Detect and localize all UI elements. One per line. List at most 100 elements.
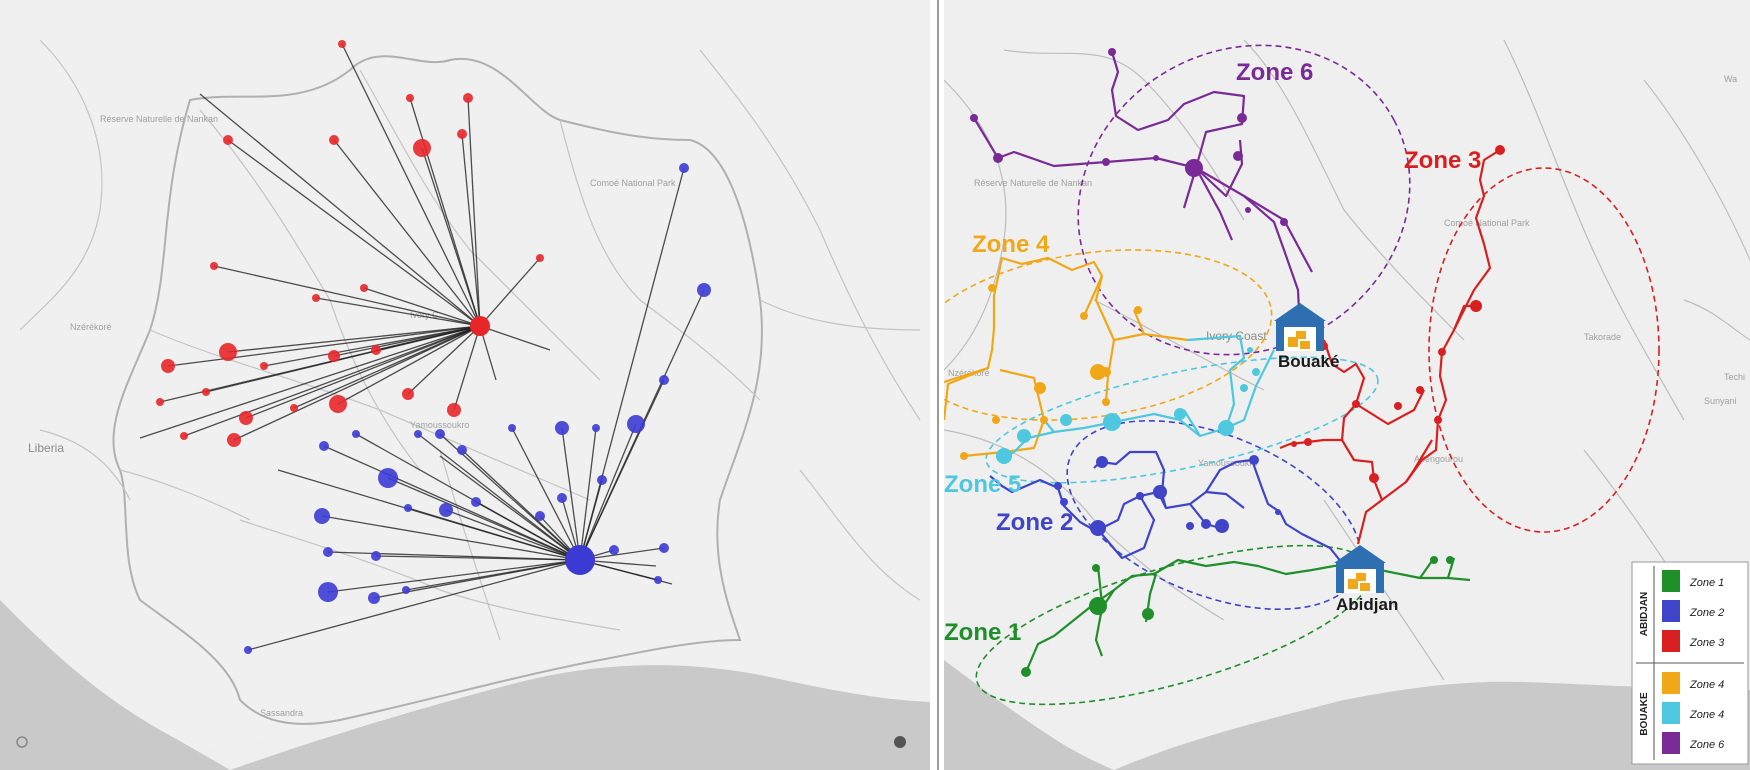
reserve-label: Réserve Naturelle de Nankan (100, 114, 218, 124)
spoke-line (315, 297, 481, 327)
zone4-node (1080, 312, 1088, 320)
zone4-node (992, 416, 1000, 424)
abidjan-demand-point (697, 283, 711, 297)
zone2-route (1205, 490, 1245, 509)
zone1-node (1430, 556, 1438, 564)
bouake-demand-point (260, 362, 268, 370)
bouake-demand-point (406, 94, 414, 102)
zone4-route (944, 256, 1189, 384)
spoke-line (327, 559, 581, 593)
spoke-line (561, 427, 581, 561)
spoke-line (183, 325, 481, 437)
zone2-node (1153, 485, 1167, 499)
bouake-warehouse-icon (1274, 303, 1326, 351)
zone5-node (1103, 413, 1121, 431)
zone-6-label: Zone 6 (1236, 59, 1313, 86)
zone2-node (1249, 455, 1259, 465)
zone6-node (1185, 159, 1203, 177)
zone5-node (1240, 384, 1248, 392)
zone-2-label: Zone 2 (996, 509, 1073, 536)
bouake-demand-point (161, 359, 175, 373)
abidjan-demand-point (597, 475, 607, 485)
abidjan-demand-point (557, 493, 567, 503)
zone5-node (1218, 420, 1234, 436)
spoke-line (579, 427, 597, 561)
zone-5-label: Zone 5 (944, 471, 1021, 498)
bouake-demand-point (239, 411, 253, 425)
spoke-line (333, 139, 481, 327)
abidjan-demand-point (314, 508, 330, 524)
map-control-icon[interactable] (16, 736, 28, 748)
legend-entry-zone-6: Zone 6 (1689, 739, 1725, 751)
legend-entry-zone-5: Zone 4 (1689, 709, 1724, 721)
zone4-route (1132, 309, 1146, 335)
sea-label: Sassandra (260, 708, 303, 718)
spoke-line (205, 325, 481, 393)
spoke-line (227, 139, 481, 327)
spoke-line (263, 325, 481, 367)
abidjan-demand-point (414, 430, 422, 438)
spoke-line (387, 477, 581, 561)
bouake-demand-point (312, 294, 320, 302)
abidjan-warehouse-icon (1334, 545, 1386, 593)
west-place-label: Nzérékoré (70, 322, 112, 332)
zone3-route (1322, 339, 1366, 441)
abidjan-demand-point (555, 421, 569, 435)
bouake-demand-point (210, 262, 218, 270)
spoke-line (479, 257, 541, 327)
zone6-node (1280, 218, 1288, 226)
legend-swatch (1662, 672, 1680, 694)
spoke-line (227, 325, 481, 353)
abidjan-demand-point (609, 545, 619, 555)
legend-group-bouake: BOUAKE (1639, 692, 1650, 736)
abidjan-hub-point (565, 545, 595, 575)
zone2-node (1090, 520, 1106, 536)
zone4-node (960, 452, 968, 460)
zone3-boundary (1428, 167, 1660, 533)
bouake-demand-point (290, 404, 298, 412)
zone5-node (1017, 429, 1031, 443)
yamoussoukro-label: Yamoussoukro (410, 420, 469, 430)
spoke-line (407, 325, 481, 395)
zone3-node (1304, 438, 1312, 446)
zone4-route (1082, 275, 1104, 317)
reserve-label-right: Réserve Naturelle de Nankan (974, 178, 1092, 188)
zone4-boundary (944, 249, 1273, 421)
spoke-line (445, 509, 581, 561)
zone5-boundary (985, 356, 1379, 484)
spoke-line (277, 469, 581, 561)
zone1-route (1094, 589, 1115, 657)
right-map-panel: Réserve Naturelle de Nankan Comoé Nation… (944, 0, 1750, 770)
techiman-label: Techi (1724, 372, 1745, 382)
abidjan-demand-point (352, 430, 360, 438)
zone5-node (996, 448, 1012, 464)
panel-divider (937, 0, 939, 770)
zone5-route (1183, 409, 1201, 437)
zone5-node (1060, 414, 1072, 426)
spoke-line (453, 325, 481, 411)
zone2-node (1186, 522, 1194, 530)
zone6-route (1110, 51, 1246, 169)
zone-3-label: Zone 3 (1404, 147, 1481, 174)
zone3-node (1470, 300, 1482, 312)
bouake-demand-point (402, 388, 414, 400)
abidjan-demand-point (659, 543, 669, 553)
right-map: Réserve Naturelle de Nankan Comoé Nation… (944, 0, 1750, 770)
zone-1-label: Zone 1 (944, 619, 1021, 646)
bouake-demand-point (536, 254, 544, 262)
spoke-line (461, 449, 581, 561)
bouake-hub-label: Bouaké (1278, 352, 1339, 371)
spoke-line (579, 423, 637, 561)
abidjan-demand-point (659, 375, 669, 385)
spoke-line (409, 97, 481, 327)
zone5-node (1252, 368, 1260, 376)
zone2-node (1215, 519, 1229, 533)
abidjan-demand-point (404, 504, 412, 512)
zone6-node (1245, 207, 1251, 213)
zone5-route (1225, 349, 1275, 430)
zone3-node (1416, 386, 1424, 394)
legend-swatch (1662, 600, 1680, 622)
zone3-node (1495, 145, 1505, 155)
zone4-node (1090, 364, 1106, 380)
info-icon[interactable] (894, 736, 906, 748)
